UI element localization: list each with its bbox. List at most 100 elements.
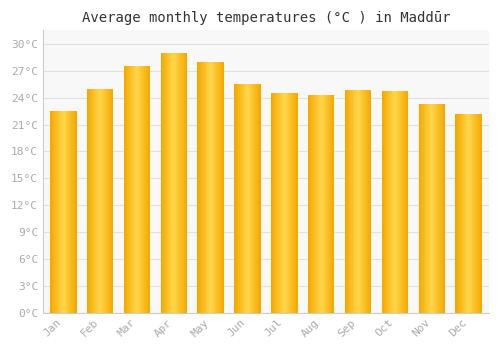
Bar — [148, 66, 149, 313]
Bar — [139, 66, 140, 313]
Bar — [210, 62, 212, 313]
Bar — [69, 111, 70, 313]
Bar — [134, 66, 135, 313]
Bar — [422, 104, 423, 313]
Bar — [382, 91, 383, 313]
Bar — [145, 66, 146, 313]
Bar — [318, 95, 319, 313]
Bar — [428, 104, 429, 313]
Bar — [354, 90, 356, 313]
Bar — [368, 90, 370, 313]
Bar — [178, 53, 179, 313]
Bar — [96, 89, 97, 313]
Bar — [200, 62, 202, 313]
Bar — [291, 93, 292, 313]
Bar — [288, 93, 289, 313]
Bar — [254, 84, 255, 313]
Bar — [320, 95, 321, 313]
Bar — [387, 91, 388, 313]
Bar — [74, 111, 75, 313]
Bar — [351, 90, 352, 313]
Bar — [389, 91, 390, 313]
Bar — [295, 93, 296, 313]
Bar — [72, 111, 73, 313]
Bar — [392, 91, 393, 313]
Bar — [383, 91, 384, 313]
Bar — [426, 104, 427, 313]
Bar — [143, 66, 144, 313]
Bar — [140, 66, 141, 313]
Bar — [308, 95, 310, 313]
Bar — [99, 89, 100, 313]
Bar — [284, 93, 285, 313]
Bar — [246, 84, 247, 313]
Bar — [63, 111, 64, 313]
Bar — [90, 89, 91, 313]
Bar — [218, 62, 220, 313]
Bar — [136, 66, 137, 313]
Bar — [398, 91, 399, 313]
Bar — [441, 104, 442, 313]
Bar — [253, 84, 254, 313]
Bar — [58, 111, 59, 313]
Bar — [481, 114, 482, 313]
Bar — [402, 91, 403, 313]
Bar — [395, 91, 396, 313]
Bar — [179, 53, 180, 313]
Bar — [235, 84, 236, 313]
Bar — [54, 111, 56, 313]
Bar — [405, 91, 406, 313]
Bar — [353, 90, 354, 313]
Bar — [167, 53, 168, 313]
Bar — [275, 93, 276, 313]
Bar — [478, 114, 479, 313]
Bar — [247, 84, 248, 313]
Bar — [250, 84, 251, 313]
Bar — [393, 91, 394, 313]
Bar — [175, 53, 176, 313]
Bar — [239, 84, 240, 313]
Bar — [164, 53, 165, 313]
Bar — [433, 104, 434, 313]
Bar — [296, 93, 297, 313]
Bar — [198, 62, 200, 313]
Bar — [396, 91, 397, 313]
Bar — [431, 104, 432, 313]
Bar — [73, 111, 74, 313]
Bar — [258, 84, 259, 313]
Bar — [429, 104, 430, 313]
Bar — [144, 66, 145, 313]
Bar — [272, 93, 273, 313]
Bar — [220, 62, 222, 313]
Bar — [297, 93, 298, 313]
Bar — [400, 91, 401, 313]
Bar — [312, 95, 313, 313]
Bar — [181, 53, 182, 313]
Bar — [206, 62, 208, 313]
Bar — [259, 84, 260, 313]
Bar — [166, 53, 167, 313]
Bar — [443, 104, 444, 313]
Bar — [147, 66, 148, 313]
Bar — [333, 95, 334, 313]
Bar — [364, 90, 366, 313]
Bar — [64, 111, 65, 313]
Bar — [464, 114, 466, 313]
Bar — [241, 84, 242, 313]
Bar — [458, 114, 460, 313]
Bar — [434, 104, 435, 313]
Bar — [474, 114, 476, 313]
Bar — [386, 91, 387, 313]
Title: Average monthly temperatures (°C ) in Maddūr: Average monthly temperatures (°C ) in Ma… — [82, 11, 450, 25]
Bar — [462, 114, 464, 313]
Bar — [403, 91, 404, 313]
Bar — [356, 90, 358, 313]
Bar — [278, 93, 279, 313]
Bar — [124, 66, 125, 313]
Bar — [169, 53, 170, 313]
Bar — [112, 89, 114, 313]
Bar — [165, 53, 166, 313]
Bar — [313, 95, 314, 313]
Bar — [287, 93, 288, 313]
Bar — [274, 93, 275, 313]
